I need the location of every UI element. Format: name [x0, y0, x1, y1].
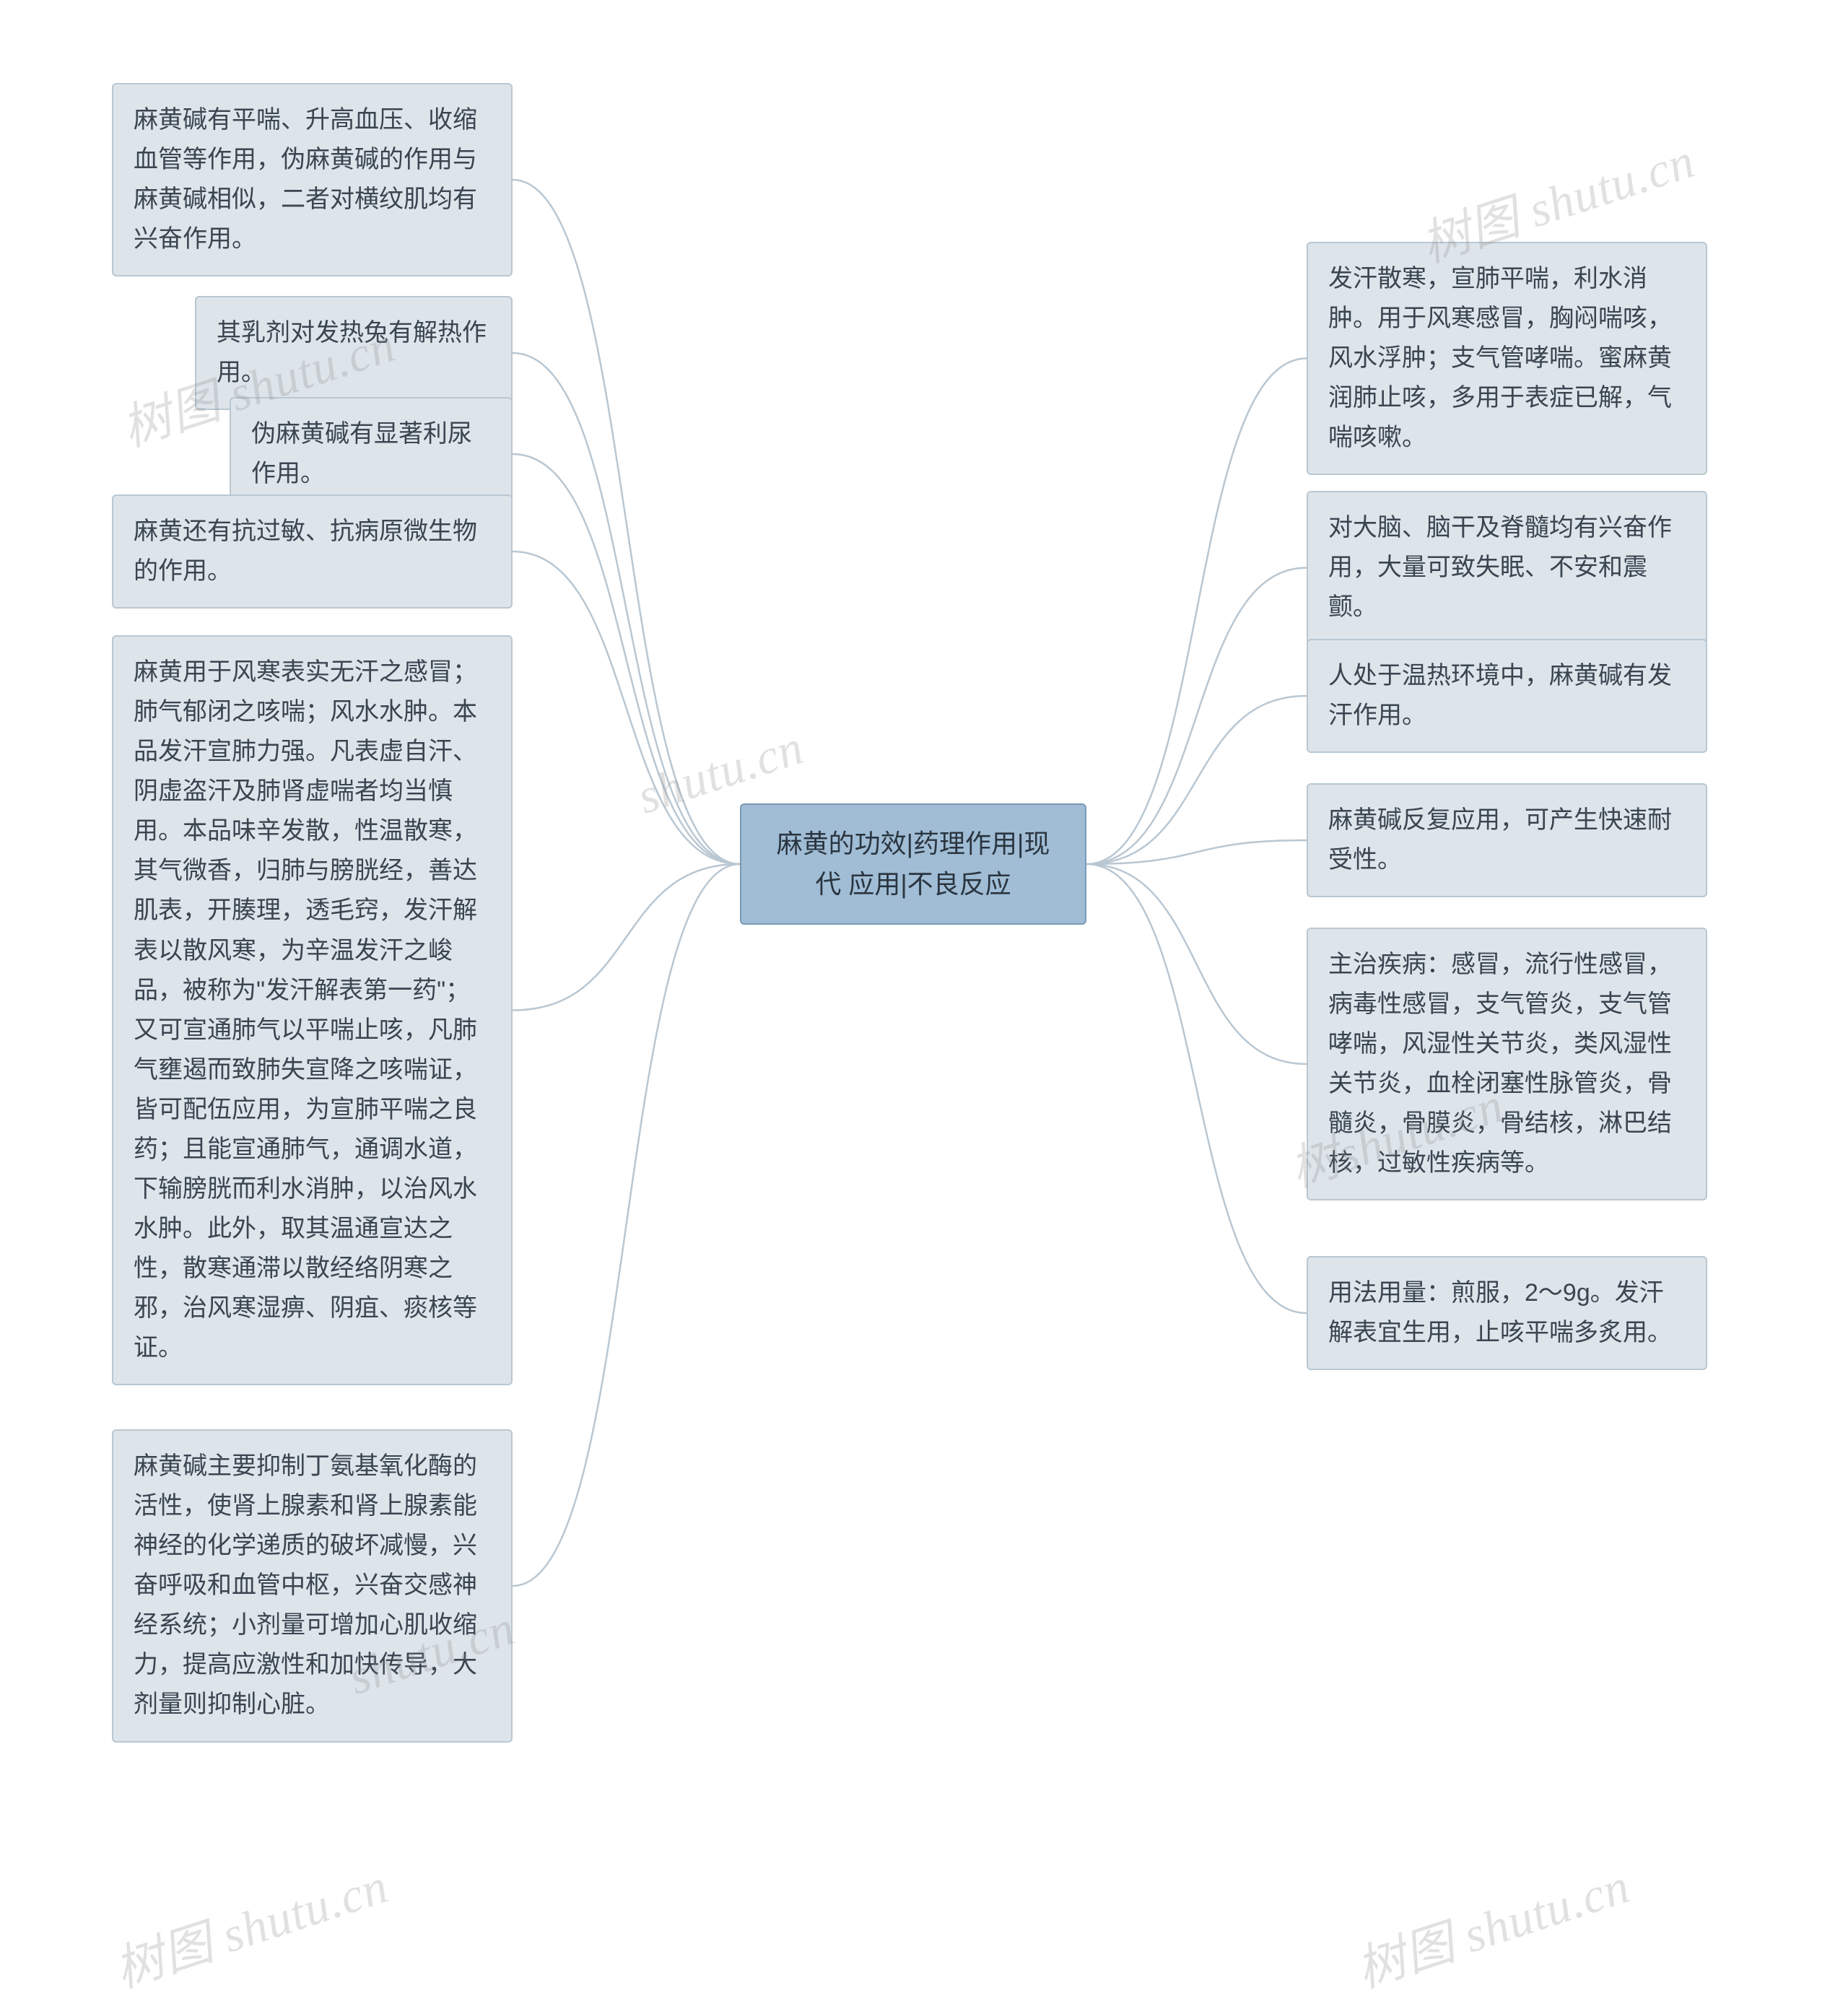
leaf-text-l5: 麻黄用于风寒表实无汗之感冒；肺气郁闭之咳喘；风水水肿。本品发汗宣肺力强。凡表虚自…	[134, 658, 477, 1361]
connector-path	[1086, 840, 1307, 864]
connector-path	[513, 180, 740, 864]
connector-path	[513, 552, 740, 864]
leaf-text-r3: 人处于温热环境中，麻黄碱有发汗作用。	[1328, 662, 1672, 729]
connector-path	[513, 864, 740, 1586]
leaf-text-l4: 麻黄还有抗过敏、抗病原微生物的作用。	[134, 518, 477, 585]
leaf-text-r4: 麻黄碱反复应用，可产生快速耐受性。	[1328, 806, 1672, 873]
center-node: 麻黄的功效|药理作用|现代 应用|不良反应	[740, 803, 1086, 925]
watermark-5: 树图 shutu.cn	[104, 1846, 396, 2001]
center-node-text: 麻黄的功效|药理作用|现代 应用|不良反应	[777, 829, 1050, 899]
leaf-node-r2: 对大脑、脑干及脊髓均有兴奋作用，大量可致失眠、不安和震颤。	[1307, 491, 1707, 645]
leaf-node-r3: 人处于温热环境中，麻黄碱有发汗作用。	[1307, 639, 1707, 753]
connector-path	[513, 353, 740, 864]
connector-path	[1086, 568, 1307, 865]
leaf-node-r4: 麻黄碱反复应用，可产生快速耐受性。	[1307, 783, 1707, 897]
leaf-node-r5: 主治疾病：感冒，流行性感冒，病毒性感冒，支气管炎，支气管哮喘，风湿性关节炎，类风…	[1307, 928, 1707, 1200]
mindmap-canvas: 麻黄的功效|药理作用|现代 应用|不良反应 麻黄碱有平喘、升高血压、收缩血管等作…	[0, 0, 1848, 1934]
leaf-node-l2: 其乳剂对发热兔有解热作用。	[195, 296, 513, 410]
leaf-node-l1: 麻黄碱有平喘、升高血压、收缩血管等作用，伪麻黄碱的作用与麻黄碱相似，二者对横纹肌…	[112, 83, 513, 276]
leaf-text-l3: 伪麻黄碱有显著利尿作用。	[251, 420, 472, 487]
leaf-node-l5: 麻黄用于风寒表实无汗之感冒；肺气郁闭之咳喘；风水水肿。本品发汗宣肺力强。凡表虚自…	[112, 635, 513, 1385]
leaf-text-r5: 主治疾病：感冒，流行性感冒，病毒性感冒，支气管炎，支气管哮喘，风湿性关节炎，类风…	[1328, 951, 1672, 1177]
leaf-node-r1: 发汗散寒，宣肺平喘，利水消肿。用于风寒感冒，胸闷喘咳，风水浮肿；支气管哮喘。蜜麻…	[1307, 242, 1707, 475]
leaf-node-l4: 麻黄还有抗过敏、抗病原微生物的作用。	[112, 494, 513, 609]
leaf-text-l2: 其乳剂对发热兔有解热作用。	[217, 319, 487, 386]
connector-path	[1086, 359, 1307, 865]
leaf-text-l1: 麻黄碱有平喘、升高血压、收缩血管等作用，伪麻黄碱的作用与麻黄碱相似，二者对横纹肌…	[134, 106, 477, 253]
leaf-text-l6: 麻黄碱主要抑制丁氨基氧化酶的活性，使肾上腺素和肾上腺素能神经的化学递质的破坏减慢…	[134, 1452, 477, 1718]
leaf-text-r6: 用法用量：煎服，2～9g。发汗解表宜生用，止咳平喘多炙用。	[1328, 1279, 1672, 1346]
leaf-text-r2: 对大脑、脑干及脊髓均有兴奋作用，大量可致失眠、不安和震颤。	[1328, 514, 1672, 621]
leaf-text-r1: 发汗散寒，宣肺平喘，利水消肿。用于风寒感冒，胸闷喘咳，风水浮肿；支气管哮喘。蜜麻…	[1328, 265, 1672, 451]
connector-path	[1086, 864, 1307, 1313]
connector-path	[1086, 864, 1307, 1064]
connector-path	[1086, 696, 1307, 864]
connector-path	[513, 864, 740, 1011]
watermark-6: 树图 shutu.cn	[1346, 1846, 1637, 2001]
connector-path	[513, 454, 740, 864]
leaf-node-l6: 麻黄碱主要抑制丁氨基氧化酶的活性，使肾上腺素和肾上腺素能神经的化学递质的破坏减慢…	[112, 1429, 513, 1743]
leaf-node-r6: 用法用量：煎服，2～9g。发汗解表宜生用，止咳平喘多炙用。	[1307, 1256, 1707, 1370]
